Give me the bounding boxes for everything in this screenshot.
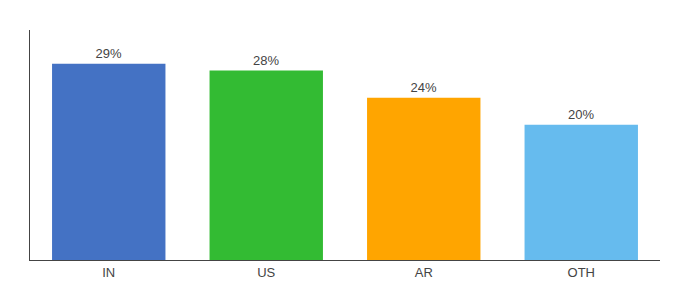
svg-text:28%: 28% (253, 53, 279, 68)
svg-text:US: US (257, 265, 275, 280)
svg-text:IN: IN (102, 265, 115, 280)
svg-text:24%: 24% (411, 80, 437, 95)
svg-text:20%: 20% (568, 107, 594, 122)
svg-text:OTH: OTH (568, 265, 595, 280)
svg-text:AR: AR (415, 265, 433, 280)
svg-text:29%: 29% (96, 46, 122, 61)
